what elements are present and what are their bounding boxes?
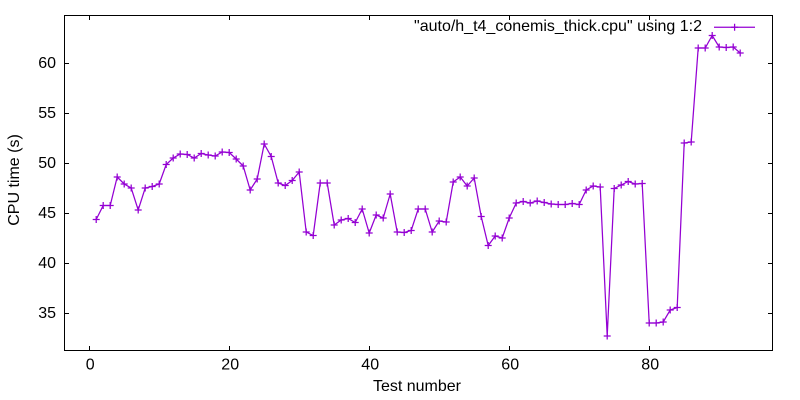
svg-text:40: 40 xyxy=(361,357,379,374)
svg-text:"auto/h_t4_conemis_thick.cpu": "auto/h_t4_conemis_thick.cpu" using 1:2 xyxy=(414,18,702,35)
svg-text:50: 50 xyxy=(38,155,56,172)
svg-text:45: 45 xyxy=(38,205,56,222)
svg-text:60: 60 xyxy=(501,357,519,374)
svg-text:80: 80 xyxy=(641,357,659,374)
svg-text:40: 40 xyxy=(38,255,56,272)
svg-text:35: 35 xyxy=(38,305,56,322)
svg-text:60: 60 xyxy=(38,55,56,72)
svg-text:55: 55 xyxy=(38,105,56,122)
svg-text:CPU time (s): CPU time (s) xyxy=(6,134,23,226)
svg-text:0: 0 xyxy=(86,357,95,374)
svg-text:Test number: Test number xyxy=(373,378,462,395)
svg-text:20: 20 xyxy=(221,357,239,374)
